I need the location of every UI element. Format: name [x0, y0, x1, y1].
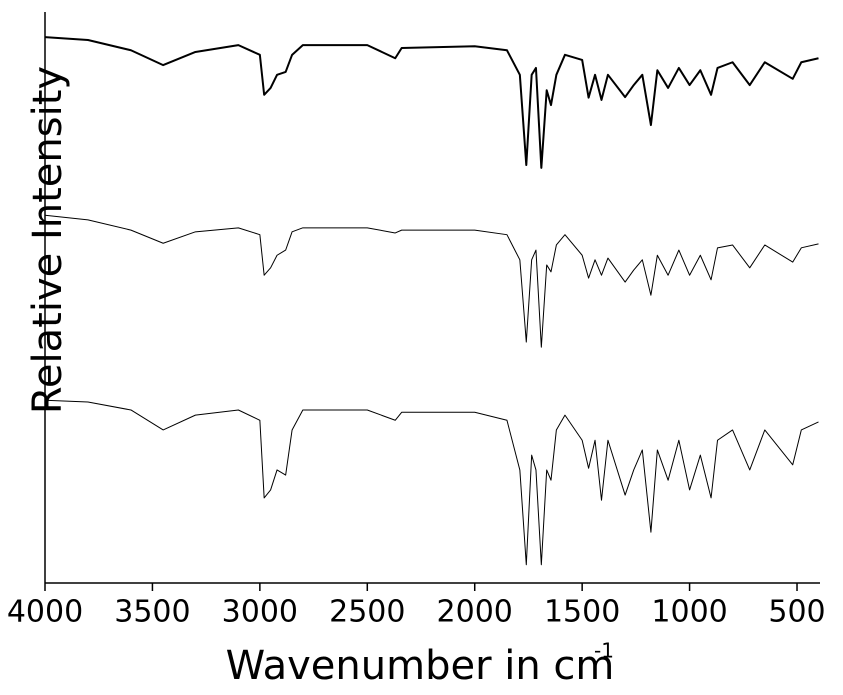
x-tick-label: 3000 [222, 595, 298, 630]
x-tick-label: 2500 [329, 595, 405, 630]
x-axis-label: Wavenumber in cm [226, 643, 615, 689]
x-tick-label: 1000 [651, 595, 727, 630]
x-tick-label: 3500 [114, 595, 190, 630]
x-axis-label-superscript: -1 [594, 639, 614, 663]
x-tick-label: 2000 [437, 595, 513, 630]
spectrum-line [44, 214, 819, 348]
spectrum-line [44, 36, 819, 169]
y-axis-label: Relative Intensity [25, 66, 71, 414]
x-tick-label: 500 [768, 595, 825, 630]
spectrum-line [44, 399, 819, 566]
x-tick-label: 1500 [544, 595, 620, 630]
x-tick-label: 4000 [7, 595, 83, 630]
